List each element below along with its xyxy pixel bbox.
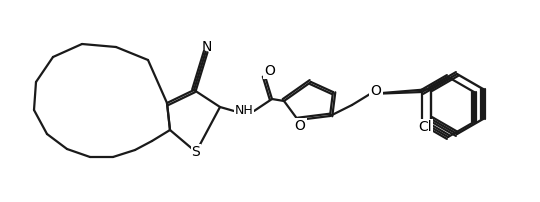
Text: Cl: Cl <box>418 120 432 134</box>
Text: O: O <box>370 84 381 98</box>
Text: S: S <box>192 145 200 159</box>
Text: O: O <box>294 119 306 133</box>
Text: O: O <box>265 64 275 78</box>
Text: NH: NH <box>234 104 253 118</box>
Text: N: N <box>201 40 212 54</box>
